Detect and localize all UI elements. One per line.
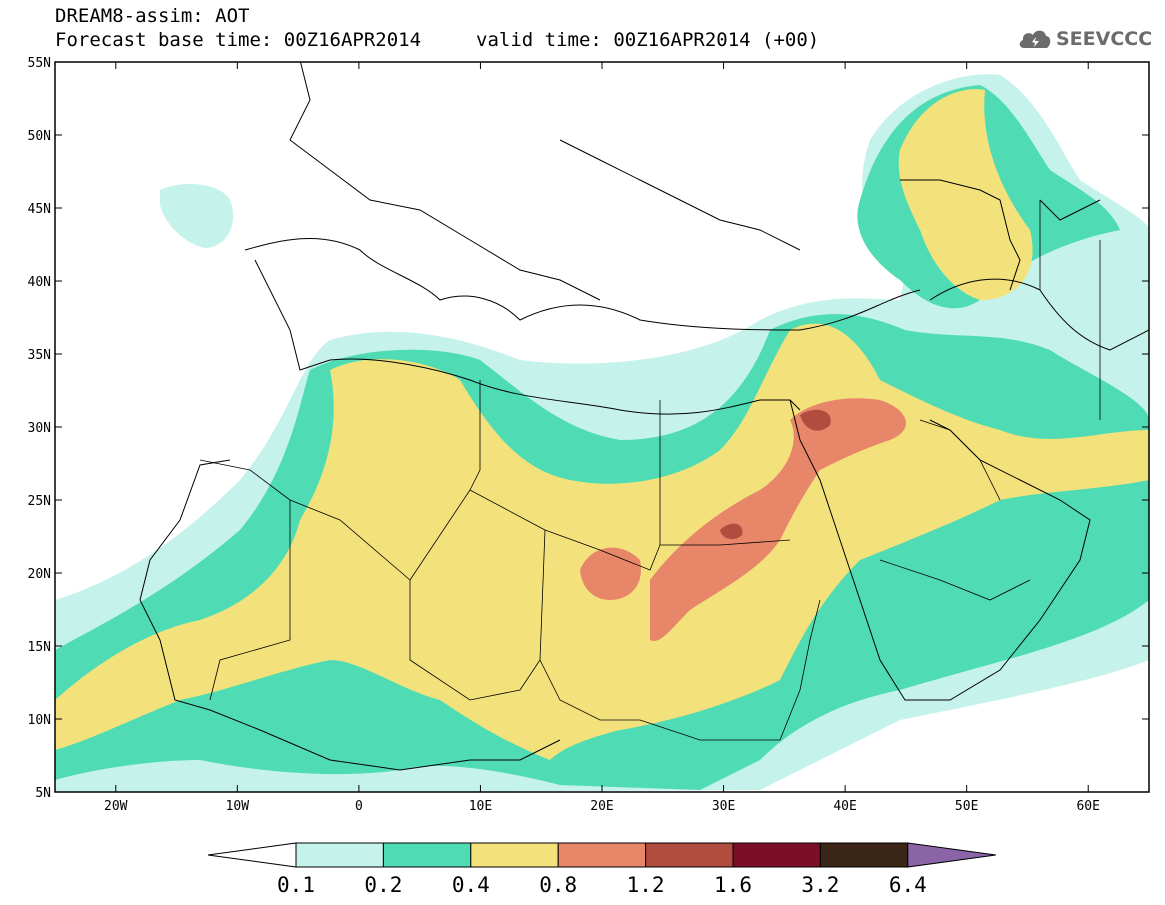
coastlines [139, 62, 1149, 771]
aot-band-0.8 [580, 398, 907, 641]
valid-time: valid time: 00Z16APR2014 (+00) [476, 29, 820, 51]
colorbar-level-label: 1.2 [626, 873, 665, 897]
time-info: Forecast base time: 00Z16APR2014 valid ti… [55, 30, 819, 50]
lon-tick-label: 50E [955, 799, 978, 814]
lon-tick-label: 10W [226, 799, 250, 814]
colorbar-swatch [470, 842, 559, 868]
colorbar-left-arrow [207, 842, 297, 868]
lat-tick-label: 25N [28, 494, 51, 509]
lat-tick-label: 50N [28, 129, 51, 144]
lon-tick-label: 20W [104, 799, 128, 814]
lat-tick-label: 15N [28, 640, 51, 655]
colorbar-level-label: 3.2 [801, 873, 840, 897]
lat-tick-label: 20N [28, 567, 51, 582]
aot-band-1.2 [720, 409, 831, 540]
aot-shading [55, 74, 1149, 792]
colorbar-swatch [645, 842, 734, 868]
map-title: DREAM8-assim: AOT [55, 5, 250, 27]
lon-tick-label: 10E [469, 799, 492, 814]
colorbar-level-label: 0.4 [451, 873, 490, 897]
colorbar-swatch [382, 842, 472, 868]
colorbar [207, 842, 996, 868]
lon-tick-label: 40E [833, 799, 856, 814]
colorbar-swatch [819, 842, 909, 868]
lat-tick-label: 45N [28, 202, 51, 217]
colorbar-level-label: 0.8 [539, 873, 578, 897]
colorbar-level-label: 6.4 [888, 873, 927, 897]
lat-tick-label: 10N [28, 713, 51, 728]
lon-tick-label: 30E [712, 799, 735, 814]
latitude-axis: 5N 10N 15N 20N 25N 30N 35N 40N 45N 50N 55N [28, 56, 1149, 801]
lat-tick-label: 30N [28, 421, 51, 436]
lon-tick-label: 60E [1076, 799, 1099, 814]
colorbar-level-label: 0.1 [277, 873, 315, 897]
lat-tick-label: 40N [28, 275, 51, 290]
colorbar-level-label: 1.6 [714, 873, 752, 897]
colorbar-swatch [295, 842, 384, 868]
lon-tick-label: 20E [590, 799, 613, 814]
logo-text: SEEVCCC [1056, 28, 1153, 50]
seevccc-logo: SEEVCCC [1018, 26, 1158, 54]
colorbar-swatch [732, 842, 821, 868]
longitude-axis: 20W 10W 0 10E 20E 30E 40E 50E 60E [104, 62, 1100, 814]
base-time: Forecast base time: 00Z16APR2014 [55, 29, 422, 51]
country-borders [199, 200, 1101, 741]
cloud-icon [1019, 30, 1051, 48]
lon-tick-label: 0 [355, 799, 363, 814]
lat-tick-label: 35N [28, 348, 51, 363]
colorbar-swatch [557, 842, 647, 868]
lat-tick-label: 5N [35, 786, 51, 801]
lat-tick-label: 55N [28, 56, 51, 71]
colorbar-level-label: 0.2 [364, 873, 403, 897]
colorbar-right-arrow [907, 842, 996, 868]
